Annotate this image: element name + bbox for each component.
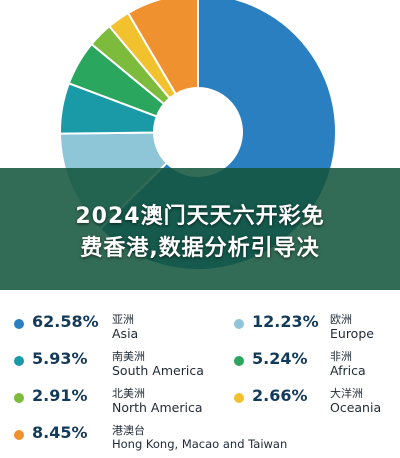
legend-dot (14, 356, 24, 366)
legend-percent: 12.23% (252, 312, 319, 331)
legend-percent: 5.24% (252, 349, 308, 368)
legend-name-en: Oceania (330, 400, 382, 415)
donut-slice-hong-kong-macao-and-taiwan (126, 0, 199, 96)
legend-percent: 2.91% (32, 386, 88, 405)
legend-item-asia: 62.58% 亚洲 Asia (14, 311, 204, 347)
legend-name-zh: 南美洲 (112, 350, 145, 363)
legend-name-zh: 大洋洲 (330, 387, 363, 400)
legend-name-zh: 非洲 (330, 350, 352, 363)
legend-item-north-america: 2.91% 北美洲 North America (14, 385, 224, 421)
legend-dot (14, 430, 24, 440)
legend-percent: 5.93% (32, 349, 88, 368)
legend-percent: 62.58% (32, 312, 99, 331)
title-overlay-banner: 2024澳门天天六开彩免 费香港,数据分析引导决 (0, 168, 400, 290)
legend-dot (14, 393, 24, 403)
legend-dot (234, 393, 244, 403)
legend-dot (234, 319, 244, 329)
legend-item-oceania: 2.66% 大洋洲 Oceania (234, 385, 394, 421)
legend-name-en: Europe (330, 326, 374, 341)
legend-name-en: Asia (112, 326, 139, 341)
legend-name-zh: 北美洲 (112, 387, 145, 400)
legend-name-en: South America (112, 363, 204, 378)
legend-percent: 2.66% (252, 386, 308, 405)
legend-item-africa: 5.24% 非洲 Africa (234, 348, 394, 384)
legend-item-hong-kong-macao-taiwan: 8.45% 港澳台 Hong Kong, Macao and Taiwan (14, 422, 394, 458)
legend-name-en: Africa (330, 363, 366, 378)
legend-name-en: North America (112, 400, 203, 415)
legend-name-zh: 亚洲 (112, 313, 134, 326)
legend-dot (234, 356, 244, 366)
chart-legend: 62.58% 亚洲 Asia 12.23% 欧洲 Europe 5.93% 南美… (0, 296, 400, 451)
legend-name-en: Hong Kong, Macao and Taiwan (112, 437, 288, 451)
legend-name-zh: 港澳台 (112, 424, 145, 437)
chart-area: 2024澳门天天六开彩免 费香港,数据分析引导决 (0, 0, 400, 290)
legend-item-south-america: 5.93% 南美洲 South America (14, 348, 224, 384)
overlay-title-line-2: 费香港,数据分析引导决 (80, 236, 320, 261)
legend-percent: 8.45% (32, 423, 88, 442)
legend-name-zh: 欧洲 (330, 313, 352, 326)
legend-dot (14, 319, 24, 329)
legend-item-europe: 12.23% 欧洲 Europe (234, 311, 394, 347)
overlay-title-line-1: 2024澳门天天六开彩免 (75, 204, 325, 229)
